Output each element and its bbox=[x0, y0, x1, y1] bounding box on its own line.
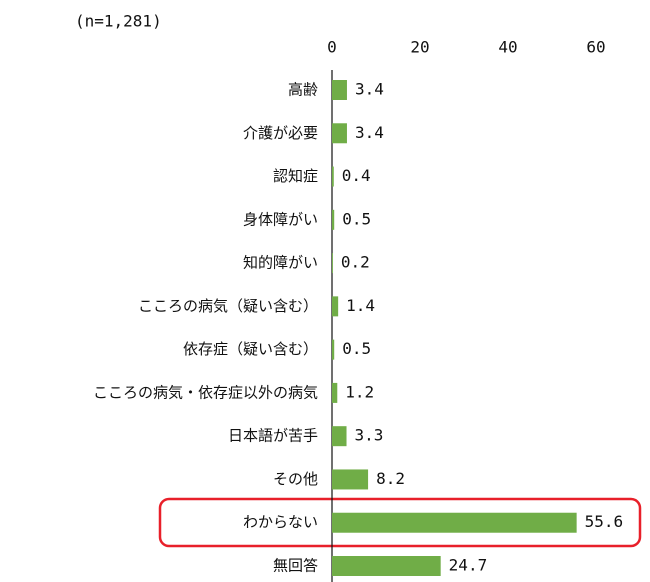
y-tick-label: その他 bbox=[273, 470, 318, 488]
chart-subtitle: (n=1,281) bbox=[75, 12, 162, 31]
y-tick-label: 依存症（疑い含む） bbox=[183, 340, 318, 358]
bar bbox=[332, 80, 347, 100]
y-tick-label: 身体障がい bbox=[243, 210, 318, 228]
value-label: 0.4 bbox=[342, 166, 371, 185]
y-tick-label: 無回答 bbox=[273, 557, 318, 575]
y-tick-label: わからない bbox=[243, 513, 318, 531]
bar bbox=[332, 382, 338, 403]
value-label: 8.2 bbox=[376, 469, 405, 488]
value-label: 24.7 bbox=[449, 556, 488, 575]
value-label: 55.6 bbox=[585, 512, 624, 531]
value-label: 0.2 bbox=[341, 253, 370, 272]
value-label: 1.4 bbox=[346, 296, 375, 315]
bar bbox=[332, 556, 441, 576]
y-tick-label: こころの病気（疑い含む） bbox=[138, 297, 318, 315]
bar bbox=[332, 296, 339, 317]
value-label: 3.3 bbox=[355, 426, 384, 445]
x-tick-label: 20 bbox=[410, 38, 429, 57]
y-tick-label: 知的障がい bbox=[243, 254, 318, 272]
value-label: 0.5 bbox=[342, 209, 371, 228]
value-label: 1.2 bbox=[345, 382, 374, 401]
x-tick-label: 60 bbox=[586, 38, 605, 57]
x-tick-label: 40 bbox=[498, 38, 517, 57]
y-tick-label: こころの病気・依存症以外の病気 bbox=[93, 383, 318, 401]
value-label: 3.4 bbox=[355, 80, 384, 99]
bar bbox=[332, 253, 333, 274]
bar bbox=[332, 166, 334, 187]
value-label: 0.5 bbox=[342, 339, 371, 358]
bar bbox=[332, 426, 347, 447]
y-tick-label: 日本語が苦手 bbox=[228, 427, 318, 445]
x-tick-label: 0 bbox=[327, 38, 337, 57]
bar bbox=[332, 123, 347, 144]
y-tick-label: 高齢 bbox=[288, 81, 318, 99]
bar bbox=[332, 512, 577, 533]
bar bbox=[332, 469, 369, 490]
value-label: 3.4 bbox=[355, 123, 384, 142]
highlight-box bbox=[158, 497, 642, 548]
y-tick-label: 認知症 bbox=[273, 167, 318, 185]
bar bbox=[332, 339, 335, 360]
y-tick-label: 介護が必要 bbox=[243, 124, 318, 142]
bar bbox=[332, 209, 335, 230]
